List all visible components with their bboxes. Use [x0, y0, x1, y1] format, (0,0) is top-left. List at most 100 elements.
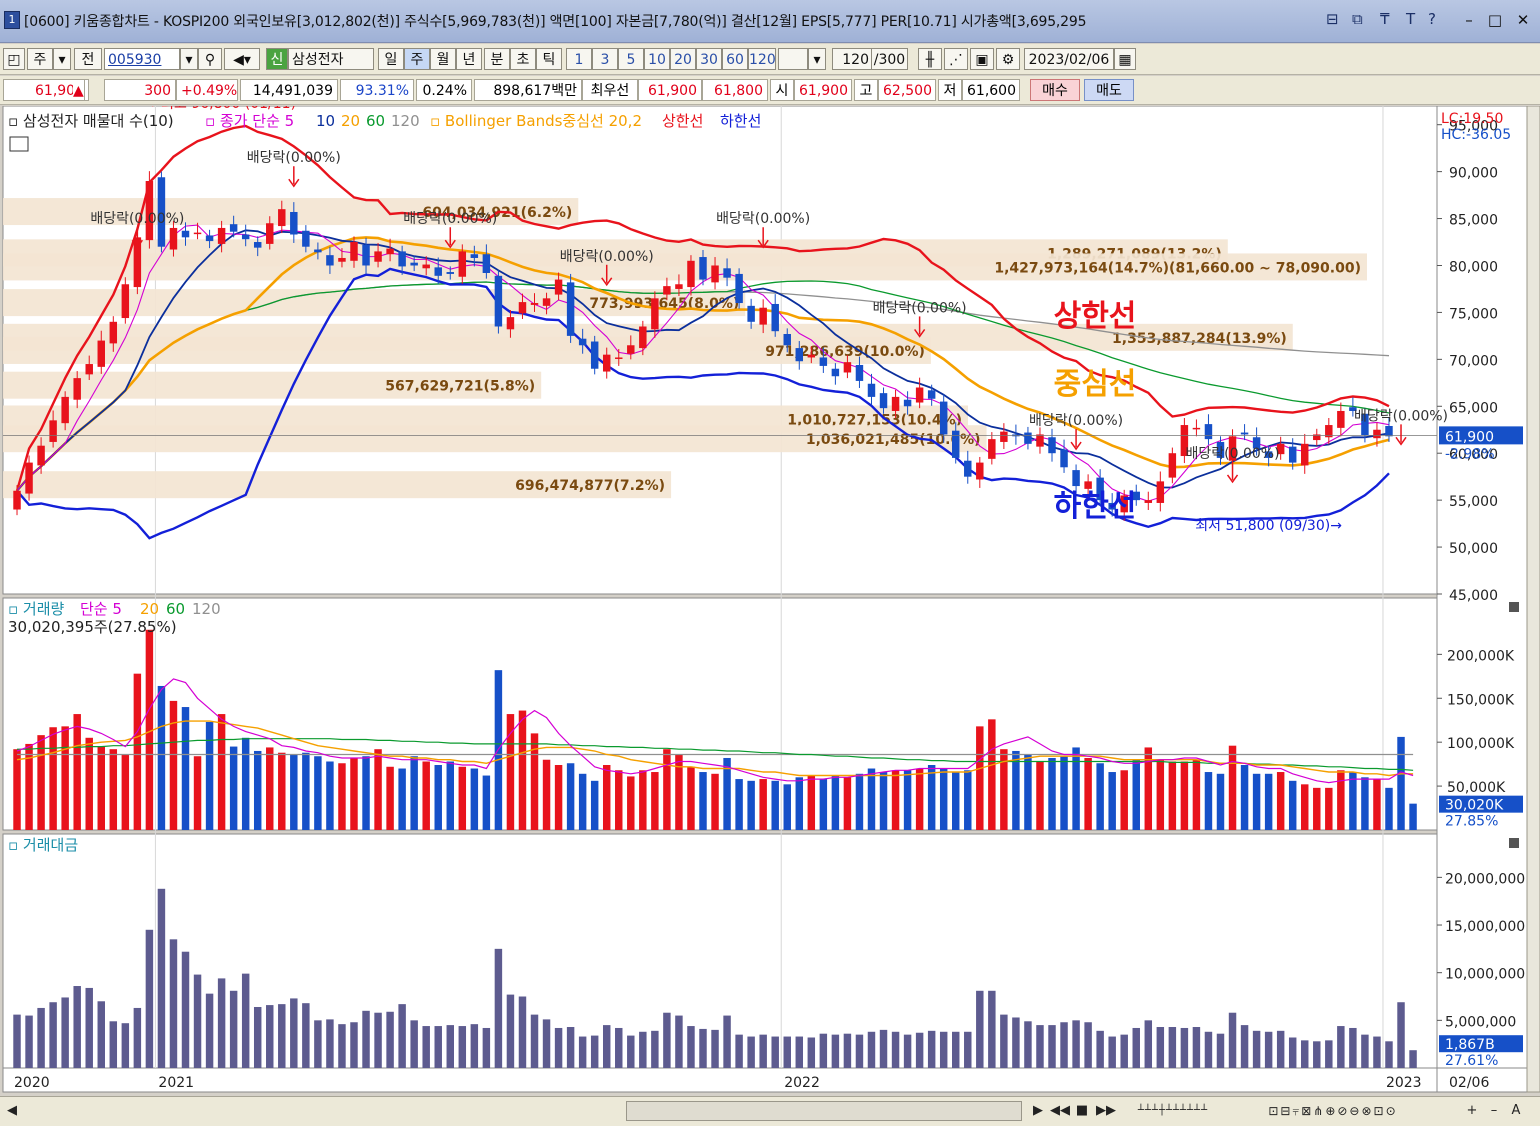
date-input[interactable]: 2023/02/06 [1024, 48, 1114, 70]
volume-bar [193, 756, 202, 830]
turnover-rate: 0.24% [416, 79, 472, 101]
amount-bar [879, 1029, 888, 1068]
period-day[interactable]: 일 [378, 48, 404, 70]
volume-profile-label: 971,286,639(10.0%) [765, 344, 925, 360]
amount-bar [1397, 1002, 1405, 1068]
volume-bar [1204, 772, 1213, 830]
count-input[interactable]: 120 [832, 48, 872, 70]
volume-bar [843, 777, 852, 830]
volume-bar [217, 714, 226, 830]
save-icon[interactable]: ▣ [970, 48, 994, 70]
period-second[interactable]: 초 [510, 48, 536, 70]
interval-60[interactable]: 60 [722, 48, 748, 70]
help-icon[interactable]: ? [1428, 10, 1436, 28]
candle [578, 328, 587, 354]
rewind-icon[interactable]: ◀◀ [1050, 1103, 1070, 1118]
volume-bar [133, 673, 142, 830]
layout-icon[interactable]: ◰ [3, 48, 25, 70]
interval-30[interactable]: 30 [696, 48, 722, 70]
candle-body [964, 460, 972, 477]
volume-bar [422, 761, 430, 830]
y-tick-label: 10,000,000 [1445, 967, 1525, 983]
best-ask-price: 61,900 [638, 79, 702, 101]
zoom-out-icon[interactable]: – [1490, 1103, 1498, 1118]
interval-20[interactable]: 20 [670, 48, 696, 70]
candle [61, 391, 69, 431]
candle-body [13, 490, 21, 510]
chart-area[interactable]: 2020 2021 2022 2023 02/0695,00090,00085,0008… [0, 106, 1540, 1094]
period-week[interactable]: 주 [404, 48, 430, 70]
candle-body [542, 298, 551, 306]
candle-body [699, 257, 707, 280]
speaker-icon[interactable]: ◀▾ [224, 48, 260, 70]
line-tool-icon[interactable]: ⋰ [944, 48, 968, 70]
zoom-slider[interactable]: ┴┴┴┼┴┴┴┴┴┴ [1137, 1105, 1209, 1116]
volume-bar [807, 775, 816, 830]
amount-bar [145, 929, 154, 1068]
candle [181, 222, 190, 246]
title-icon-restore[interactable]: ⧉ [1352, 10, 1363, 28]
amount-bar [699, 1028, 707, 1068]
volume-profile-bar [3, 425, 987, 453]
volume-bar [1192, 759, 1201, 830]
stock-mode-select[interactable]: 주 [27, 48, 53, 70]
title-icon-text[interactable]: T [1406, 10, 1416, 28]
drawing-tools-icon[interactable]: ⊡⊟⫧⊠⋔⊕⊘⊖⊗⊡⊙ [1268, 1104, 1398, 1118]
period-tick[interactable]: 틱 [536, 48, 562, 70]
title-icon-split[interactable]: ⊟ [1326, 10, 1339, 28]
candle-body [217, 227, 226, 244]
amount-bar [1240, 1025, 1249, 1068]
candle [1180, 418, 1189, 464]
chevron-down-icon[interactable]: ▾ [808, 48, 826, 70]
interval-10[interactable]: 10 [644, 48, 670, 70]
volume-profile-label: 567,629,721(5.8%) [385, 379, 535, 395]
buy-button[interactable]: 매수 [1030, 79, 1080, 101]
volume-bar [542, 759, 551, 830]
candle-type-icon[interactable]: ╫ [918, 48, 942, 70]
candle [1144, 491, 1153, 510]
interval-3[interactable]: 3 [592, 48, 618, 70]
candle [915, 377, 924, 409]
minimize-button[interactable]: – [1465, 11, 1473, 29]
amount-bar [1168, 1027, 1177, 1068]
candle [976, 456, 984, 488]
amount-bar [314, 1020, 322, 1068]
chart-scroll-thumb[interactable] [626, 1101, 1022, 1121]
interval-5[interactable]: 5 [618, 48, 644, 70]
font-size-icon[interactable]: A [1511, 1103, 1521, 1118]
y-tick-label: 50,000K [1447, 780, 1506, 796]
interval-1[interactable]: 1 [566, 48, 592, 70]
chevron-down-icon[interactable]: ▾ [53, 48, 71, 70]
volume-panel-close-icon [1509, 602, 1519, 612]
prev-button[interactable]: 전 [74, 48, 102, 70]
period-month[interactable]: 월 [430, 48, 456, 70]
scroll-left-icon[interactable]: ◀ [7, 1103, 17, 1118]
stock-code-input[interactable]: 005930 [104, 48, 180, 70]
calendar-icon[interactable]: ▦ [1114, 48, 1136, 70]
period-minute[interactable]: 분 [484, 48, 510, 70]
forward-icon[interactable]: ▶▶ [1096, 1103, 1116, 1118]
custom-interval-input[interactable] [778, 48, 808, 70]
stop-icon[interactable]: ■ [1075, 1103, 1089, 1118]
volume-bar [326, 761, 334, 830]
interval-120[interactable]: 120 [748, 48, 776, 70]
candle-body [1084, 481, 1092, 489]
period-year[interactable]: 년 [456, 48, 482, 70]
y-tick-label: 60,000 [1449, 447, 1498, 463]
code-dropdown-icon[interactable]: ▾ [180, 48, 198, 70]
zoom-in-icon[interactable]: + [1466, 1103, 1478, 1118]
sell-button[interactable]: 매도 [1084, 79, 1134, 101]
candle [1192, 419, 1201, 437]
gear-icon[interactable]: ⚙ [996, 48, 1020, 70]
chart-annotation: ←최고 96,800 (01/11) [149, 106, 296, 112]
search-icon[interactable]: ⚲ [198, 48, 222, 70]
close-button[interactable]: ✕ [1516, 11, 1530, 29]
amount-bar [951, 1031, 960, 1068]
stock-name-field[interactable]: 삼성전자 [288, 48, 374, 70]
maximize-button[interactable]: □ [1487, 11, 1503, 29]
title-icon-pin[interactable]: ₸ [1380, 10, 1390, 28]
volume-bar [1228, 745, 1237, 830]
candle-body [663, 286, 671, 295]
play-icon[interactable]: ▶ [1033, 1103, 1043, 1118]
candle-body [1349, 407, 1357, 411]
